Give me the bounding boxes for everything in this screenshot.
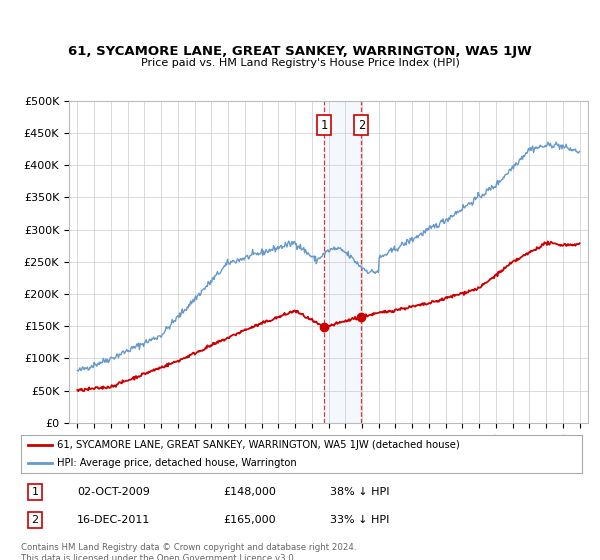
Text: 33% ↓ HPI: 33% ↓ HPI (329, 515, 389, 525)
Text: Contains HM Land Registry data © Crown copyright and database right 2024.
This d: Contains HM Land Registry data © Crown c… (21, 543, 356, 560)
Text: 16-DEC-2011: 16-DEC-2011 (77, 515, 151, 525)
Text: HPI: Average price, detached house, Warrington: HPI: Average price, detached house, Warr… (58, 458, 297, 468)
Text: 61, SYCAMORE LANE, GREAT SANKEY, WARRINGTON, WA5 1JW: 61, SYCAMORE LANE, GREAT SANKEY, WARRING… (68, 45, 532, 58)
Text: 38% ↓ HPI: 38% ↓ HPI (329, 487, 389, 497)
Text: 02-OCT-2009: 02-OCT-2009 (77, 487, 150, 497)
Text: 1: 1 (321, 119, 328, 132)
Text: Price paid vs. HM Land Registry's House Price Index (HPI): Price paid vs. HM Land Registry's House … (140, 58, 460, 68)
Text: 2: 2 (31, 515, 38, 525)
Text: £148,000: £148,000 (223, 487, 276, 497)
Text: £165,000: £165,000 (223, 515, 275, 525)
Text: 1: 1 (32, 487, 38, 497)
Bar (325, 101, 361, 423)
Text: 61, SYCAMORE LANE, GREAT SANKEY, WARRINGTON, WA5 1JW (detached house): 61, SYCAMORE LANE, GREAT SANKEY, WARRING… (58, 440, 460, 450)
Text: 2: 2 (358, 119, 365, 132)
